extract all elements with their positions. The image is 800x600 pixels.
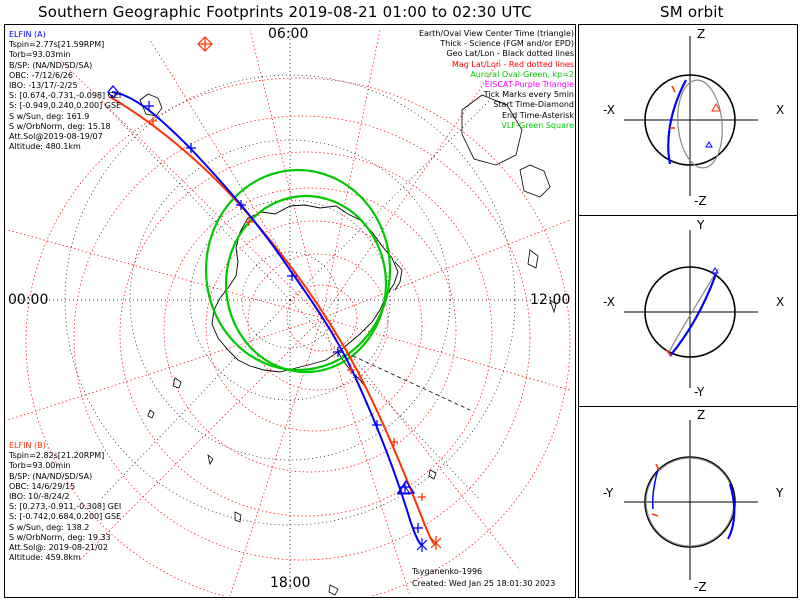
view-center-line — [339, 349, 471, 411]
elfin-b-ticks — [149, 117, 426, 501]
info-line: IBO: 10/-8/24/2 — [9, 492, 70, 502]
elfin-a-end-asterisk — [416, 538, 428, 552]
elfin-a-view-triangle — [396, 479, 416, 494]
legend-item: Geo Lat/Lon - Black dotted lines — [446, 49, 574, 59]
auroral-oval-inner — [224, 194, 388, 374]
clock-label-bottom: 18:00 — [270, 575, 311, 591]
orbit3-top-label: Z — [697, 408, 706, 422]
info-line: S w/OrbNorm, deg: 15.18 — [9, 121, 111, 131]
info-line: Att.Sol@: 2019-08-21/02 — [9, 543, 108, 553]
info-line: OBC: -7/12/6/26 — [9, 70, 73, 80]
orbit2-right-label: X — [776, 295, 785, 309]
info-line: S: [0.674,-0.731,-0.098] GEI — [9, 91, 122, 101]
orbit2-left-label: -X — [603, 295, 615, 309]
auroral-oval-outer — [204, 168, 392, 372]
orbit-frame — [578, 24, 798, 598]
info-line: S: [0.273,-0.911,-0.308] GEI — [9, 502, 122, 512]
info-line: IBO: -13/17/-2/25 — [9, 81, 78, 91]
elfin-a-start-diamond — [107, 84, 119, 100]
orbit2-top-label: Y — [697, 218, 705, 232]
antarctica-coastline — [211, 204, 399, 373]
orbit-panel-yz — [624, 420, 758, 580]
geo-grid — [10, 30, 570, 590]
clock-label-right: 12:00 — [530, 292, 571, 308]
info-line: Torb=93.03min — [9, 50, 71, 60]
info-line: S w/Sun, deg: 161.9 — [9, 111, 90, 121]
info-line: OBC: 14/6/29/15 — [9, 481, 76, 491]
station-marker — [197, 36, 213, 52]
elfin-b-track — [109, 96, 437, 546]
orbit1-bottom-label: -Z — [694, 194, 707, 208]
orbit3-left-label: -Y — [603, 486, 614, 500]
elfin-b-view-triangle — [397, 484, 411, 495]
elfin-a-info: ELFIN (A) Tspin=2.77s[21.59RPM] Torb=93.… — [9, 30, 121, 152]
info-line: Altitude: 480.1km — [9, 142, 81, 152]
info-line: S w/OrbNorm, deg: 19.33 — [9, 532, 111, 542]
legend-item: VLF-Green Square — [501, 120, 574, 130]
elfin-b-info: ELFIN (B) Tspin=2.82s[21.20RPM] Torb=93.… — [9, 441, 121, 563]
map-frame — [4, 24, 576, 598]
page-title: Southern Geographic Footprints 2019-08-2… — [38, 3, 532, 21]
orbit-panel-xz — [624, 36, 758, 196]
model-credit: Tsyganenko-1996 — [412, 567, 483, 576]
orbit1-right-label: X — [776, 103, 785, 117]
legend-item: Thick - Science (FGM and/or EPD) — [440, 39, 574, 49]
mag-grid — [7, 29, 571, 596]
south-america-tip — [394, 261, 403, 291]
info-line: Tspin=2.77s[21.59RPM] — [9, 40, 105, 50]
orbit3-right-label: Y — [776, 486, 784, 500]
clock-label-left: 00:00 — [8, 292, 49, 308]
orbit1-left-label: -X — [603, 103, 615, 117]
orbit3-bottom-label: -Z — [694, 580, 707, 594]
orbit1-top-label: Z — [697, 27, 706, 41]
info-line: S w/Sun, deg: 138.2 — [9, 522, 90, 532]
legend: Earth/Oval View Center Time (triangle) T… — [314, 29, 574, 131]
info-line: B/SP: (NA/ND/SD/SA) — [9, 60, 93, 70]
legend-item: Tick Marks every 5min — [483, 90, 574, 100]
legend-item: Earth/Oval View Center Time (triangle) — [418, 29, 574, 38]
orbit-divider-2 — [578, 406, 798, 407]
info-line: Altitude: 459.8km — [9, 553, 81, 563]
elfin-b-end-asterisk — [430, 536, 442, 550]
info-line: Torb=93.00min — [9, 461, 71, 471]
legend-item: Mag Lat/Lon - Red dotted lines — [451, 59, 574, 69]
info-line: Tspin=2.82s[21.20RPM] — [9, 451, 105, 461]
elfin-a-name: ELFIN (A) — [9, 30, 46, 39]
created-credit: Created: Wed Jan 25 18:01:30 2023 — [412, 579, 556, 588]
orbit-title: SM orbit — [660, 3, 724, 21]
legend-item: Auroral Oval-Green, kp=2 — [470, 69, 574, 79]
elfin-a-ticks — [144, 101, 423, 533]
info-line: Att.Sol@2019-08-19/07 — [9, 132, 103, 142]
elfin-a-track — [111, 91, 423, 546]
orbit2-bottom-label: -Y — [694, 385, 705, 399]
elfin-b-name: ELFIN (B) — [9, 441, 46, 450]
info-line: S: [-0.742,0.684,0.200] GSE — [9, 512, 122, 522]
legend-item: End Time-Asterisk — [501, 110, 574, 120]
islands — [139, 93, 557, 596]
legend-item: Start Time-Diamond — [493, 100, 574, 110]
orbit-divider-1 — [578, 215, 798, 216]
clock-label-top: 06:00 — [268, 26, 309, 42]
legend-item: EISCAT-Purple Triangle — [484, 80, 574, 90]
orbit-panel-xy — [624, 230, 758, 388]
info-line: S: [-0.949,0.240,0.200] GSE — [9, 101, 122, 111]
info-line: B/SP: (NA/ND/SD/SA) — [9, 471, 93, 481]
orbit-panels — [624, 36, 758, 580]
